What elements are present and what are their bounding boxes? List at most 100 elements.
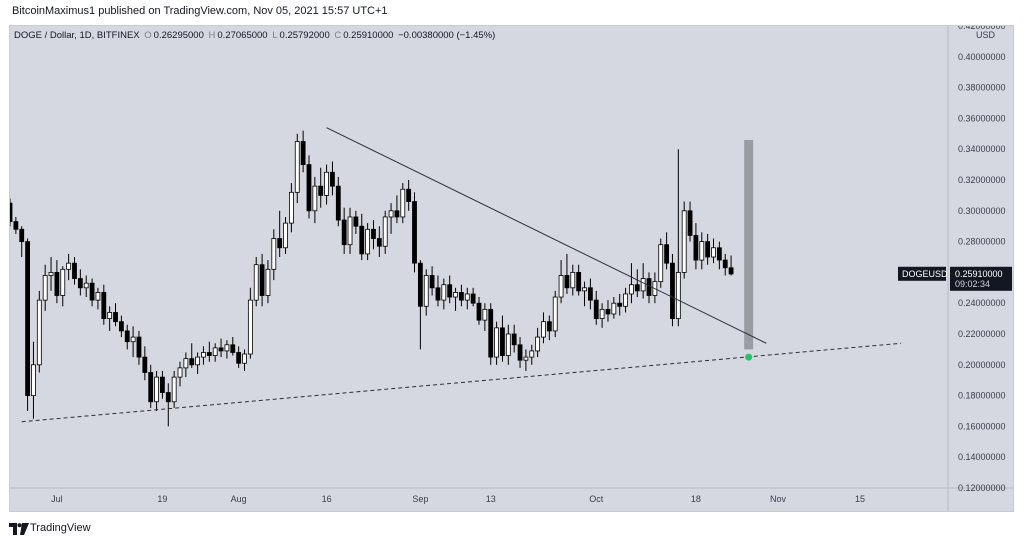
y-tick-label: 0.18000000 — [958, 391, 1006, 401]
candle-body — [36, 299, 42, 366]
candle-body — [488, 308, 494, 358]
candle-body — [582, 287, 587, 292]
candle-body — [101, 292, 107, 320]
x-tick-label: 18 — [691, 494, 701, 504]
candle-body — [66, 262, 72, 270]
tradingview-brand: TradingView — [30, 522, 91, 534]
candle-body — [640, 278, 646, 292]
candle-body — [722, 259, 728, 269]
candle-body — [376, 238, 382, 247]
candle-body — [25, 241, 30, 397]
candle-body — [453, 292, 458, 298]
candle-body — [31, 364, 36, 396]
candle-body — [605, 308, 611, 315]
y-tick-label: 0.40000000 — [958, 52, 1006, 62]
candle-body — [634, 284, 640, 292]
y-tick-label: 0.32000000 — [958, 175, 1006, 185]
candle-body — [705, 241, 711, 258]
candle-body — [382, 216, 388, 247]
candle-body — [177, 367, 183, 378]
candle-body — [218, 347, 224, 352]
candle-body — [564, 275, 570, 289]
price-tag-symbol: DOGEUSD — [902, 269, 948, 279]
legend-open: 0.26295000 — [153, 30, 204, 41]
candle-body — [183, 358, 189, 369]
y-tick-label: 0.42000000 — [958, 26, 1006, 31]
candle-body — [242, 353, 247, 364]
candle-body — [277, 238, 283, 249]
legend-change: −0.00380000 (−1.45%) — [398, 30, 496, 41]
candle-body — [593, 299, 599, 319]
candle-body — [576, 271, 582, 292]
legend-low: 0.25792000 — [279, 30, 330, 41]
candle-body — [107, 312, 113, 320]
candle-body — [247, 299, 253, 355]
candle-body — [535, 336, 541, 352]
candle-body — [77, 278, 83, 289]
candle-body — [318, 185, 324, 196]
candle-body — [611, 302, 617, 315]
descending-resistance-line — [326, 127, 767, 344]
candle-body — [330, 171, 335, 187]
candle-body — [189, 358, 195, 366]
ohlc-legend: DOGE / Dollar, 1D, BITFINEX O 0.26295000 … — [14, 30, 497, 41]
candle-body — [681, 210, 687, 273]
support-touch-marker — [745, 353, 753, 361]
candle-body — [435, 287, 441, 301]
legend-high-label: H — [208, 30, 216, 41]
legend-open-label: O — [144, 30, 152, 41]
x-tick-label: Nov — [770, 494, 787, 504]
candle-body — [54, 271, 60, 296]
candle-body — [324, 171, 329, 196]
chart-area[interactable]: USD 0.42000000 0.40000000 0.38000000 0.36000… — [9, 25, 1014, 512]
header-bar: BitcoinMaximus1 published on TradingView… — [0, 0, 1024, 24]
candle-body — [711, 247, 716, 258]
candle-body — [89, 282, 95, 301]
x-tick-label: Jul — [51, 494, 63, 504]
candle-body — [341, 219, 347, 246]
candle-body — [294, 141, 300, 193]
candle-body — [359, 225, 365, 255]
candle-body — [154, 376, 159, 403]
x-tick-label: Sep — [412, 494, 428, 504]
candle-body — [523, 356, 529, 361]
candle-body — [160, 376, 165, 393]
candle-body — [394, 210, 400, 218]
y-tick-label: 0.20000000 — [958, 360, 1006, 370]
candle-body — [265, 268, 271, 296]
candle-body — [130, 336, 136, 343]
candle-body — [447, 284, 453, 298]
highlight-box — [744, 139, 754, 350]
candle-body — [687, 210, 693, 236]
x-tick-label: 19 — [157, 494, 167, 504]
footer-bar: TradingView — [0, 512, 1024, 542]
candle-body — [118, 321, 124, 332]
y-tick-label: 0.14000000 — [958, 452, 1006, 462]
candle-body — [629, 284, 634, 295]
candle-body — [505, 333, 511, 356]
candle-body — [482, 308, 488, 321]
candle-body — [300, 141, 306, 166]
candle-body — [312, 185, 318, 212]
y-tick-label: 0.36000000 — [958, 113, 1006, 123]
candle-body — [716, 247, 722, 261]
candle-body — [148, 372, 154, 403]
candle-body — [283, 222, 288, 249]
candle-body — [728, 267, 734, 275]
candle-body — [570, 271, 576, 289]
legend-close: 0.25910000 — [343, 30, 394, 41]
candle-body — [19, 228, 25, 242]
candle-body — [552, 296, 558, 332]
candle-body — [587, 287, 593, 301]
candle-body — [494, 327, 499, 358]
plot-background — [10, 26, 948, 488]
x-tick-label: 15 — [855, 494, 865, 504]
candle-body — [464, 293, 470, 301]
candle-body — [253, 264, 259, 301]
legend-low-label: L — [272, 30, 278, 41]
candle-body — [230, 344, 236, 353]
candle-body — [42, 275, 48, 301]
candle-body — [546, 321, 552, 332]
x-tick-label: Oct — [589, 494, 604, 504]
